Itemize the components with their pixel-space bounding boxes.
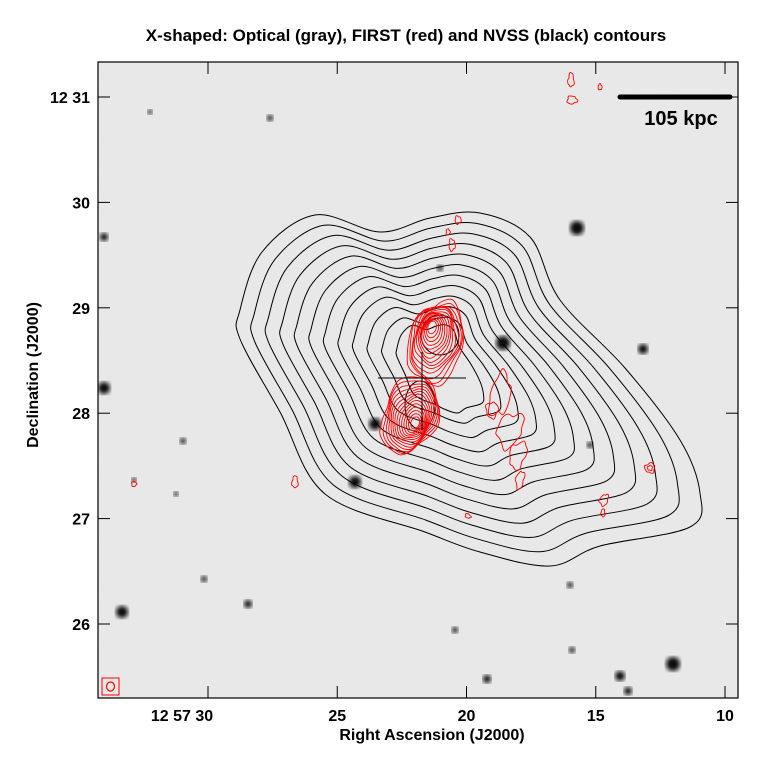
first-contours — [131, 71, 656, 519]
star — [615, 671, 625, 681]
first-contour-diffuse — [598, 493, 610, 508]
x-tick-label: 12 57 30 — [151, 708, 213, 725]
first-contour-north — [422, 316, 444, 346]
star — [173, 491, 179, 497]
x-tick-label: 25 — [328, 708, 346, 725]
star — [666, 657, 680, 671]
first-contour-south — [392, 390, 433, 446]
first-contour-north — [419, 313, 448, 355]
first-contour-south — [388, 386, 437, 451]
first-contour-south — [408, 413, 422, 432]
first-contour-north — [424, 317, 442, 343]
source-cross — [378, 352, 466, 430]
first-contour-diffuse — [448, 238, 456, 253]
first-contour-diffuse — [495, 412, 525, 452]
first-contour-diffuse — [487, 368, 512, 416]
star — [131, 477, 137, 483]
first-contour-south — [401, 403, 426, 437]
star — [267, 115, 273, 121]
star — [624, 687, 632, 695]
chart-title: X-shaped: Optical (gray), FIRST (red) an… — [146, 26, 666, 45]
y-tick-label: 29 — [72, 301, 90, 318]
first-contour-north — [415, 311, 452, 363]
star — [349, 476, 361, 488]
first-contour-south — [385, 383, 438, 453]
star — [452, 627, 458, 633]
first-contour-north — [427, 320, 437, 335]
first-contour-south — [410, 416, 421, 430]
first-contour-diffuse — [509, 440, 529, 471]
nvss-contour — [279, 243, 637, 524]
optical-noise — [98, 62, 738, 698]
first-contour-south — [398, 399, 428, 439]
first-contour-diffuse — [454, 215, 462, 226]
x-tick-label: 20 — [458, 708, 476, 725]
first-contour-south — [396, 396, 429, 441]
nvss-contour — [337, 284, 556, 467]
first-contour-diffuse — [646, 464, 653, 472]
first-contour-diffuse — [464, 513, 472, 519]
nvss-contour — [322, 274, 575, 481]
y-axis-label: Declination (J2000) — [25, 302, 42, 448]
first-contour-north — [420, 314, 446, 350]
first-contour-south — [405, 410, 424, 434]
beam-indicator — [101, 677, 120, 696]
star — [180, 438, 186, 444]
star — [201, 576, 207, 582]
plot-frame — [97, 61, 739, 699]
y-tick-label: 12 31 — [50, 90, 90, 107]
first-contour-north — [413, 308, 453, 367]
y-tick-label: 30 — [72, 195, 90, 212]
y-tick-label: 27 — [72, 512, 90, 529]
first-contour-south — [394, 393, 431, 443]
star — [483, 675, 491, 683]
star — [587, 442, 593, 448]
nvss-contour — [293, 253, 616, 510]
star — [116, 606, 128, 618]
first-contour-north — [406, 298, 465, 387]
plot-area — [98, 62, 738, 698]
x-axis-label: Right Ascension (J2000) — [339, 727, 524, 744]
star — [147, 109, 153, 115]
star — [98, 382, 110, 394]
nvss-contour — [250, 221, 680, 553]
first-contour-diffuse — [445, 228, 451, 236]
y-tick-label: 26 — [72, 617, 90, 634]
star — [100, 233, 108, 241]
axis-tick-labels: 12 57 30 25 20 15 10 12 31 30 29 28 27 26 — [50, 90, 734, 725]
first-contour-diffuse — [514, 470, 526, 491]
star — [244, 600, 252, 608]
x-tick-label: 10 — [716, 708, 734, 725]
first-contour-north — [409, 302, 464, 384]
first-contour-north — [411, 305, 462, 380]
star — [567, 582, 573, 588]
first-contour-diffuse — [566, 95, 579, 105]
nvss-contour — [235, 211, 703, 567]
x-tick-label: 15 — [587, 708, 605, 725]
star — [638, 344, 648, 354]
first-contour-diffuse — [643, 461, 656, 474]
scale-bar-label: 105 kpc — [644, 108, 717, 130]
first-contour-north — [425, 319, 440, 339]
first-contour-diffuse — [567, 71, 575, 88]
axis-ticks — [98, 62, 738, 698]
star — [569, 647, 575, 653]
first-contour-north — [418, 312, 450, 359]
nvss-contours — [235, 211, 703, 567]
first-contour-diffuse — [131, 481, 138, 487]
nvss-contour — [308, 264, 595, 496]
first-contour-diffuse — [484, 401, 500, 420]
nvss-contour — [395, 324, 485, 414]
y-tick-label: 28 — [72, 406, 90, 423]
star — [570, 221, 584, 235]
star — [369, 418, 381, 430]
first-contour-diffuse — [600, 508, 606, 518]
first-contour-diffuse — [597, 83, 603, 91]
first-contour-south — [390, 388, 435, 448]
scale-bar: 105 kpc — [617, 94, 733, 130]
first-contour-diffuse — [291, 475, 299, 489]
